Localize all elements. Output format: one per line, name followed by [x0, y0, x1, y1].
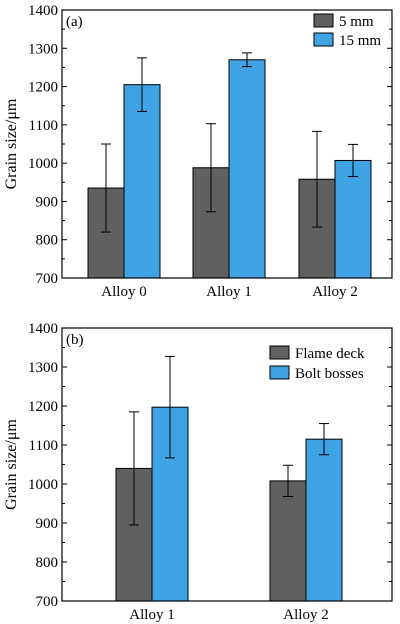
error-bar: [137, 57, 147, 112]
error-bar: [206, 123, 216, 213]
error-bar: [165, 355, 175, 459]
legend-label: Bolt bosses: [295, 366, 364, 382]
x-tick-label: Alloy 2: [312, 284, 357, 300]
legend-swatch: [269, 345, 290, 360]
y-tick-label: 900: [36, 194, 59, 210]
legend-swatch: [269, 365, 290, 380]
legend-swatch: [313, 13, 334, 28]
x-tick-label: Alloy 0: [101, 284, 146, 300]
error-bar: [129, 411, 139, 526]
panel-label: (a): [66, 14, 83, 30]
legend-label: 15 mm: [339, 33, 381, 49]
y-tick-label: 1100: [29, 118, 58, 134]
bar-bolt-bosses-alloy-2: [305, 438, 343, 602]
y-axis-title: Grain size/μm: [3, 98, 20, 189]
y-tick-label: 700: [36, 271, 59, 287]
y-tick-label: 1200: [28, 399, 58, 415]
error-bar: [348, 143, 358, 178]
chart-panel-a: 700 800 900 1000 1100 1200 1300 1400 Alloy 0 Allo…: [3, 3, 393, 300]
y-tick-label: 700: [36, 594, 59, 610]
bar-15-mm-alloy-0: [123, 84, 161, 279]
y-tick-label: 900: [36, 516, 59, 532]
y-tick-label: 800: [36, 555, 59, 571]
error-bar: [283, 464, 293, 497]
legend-label: Flame deck: [295, 346, 365, 362]
error-bar: [312, 130, 322, 228]
y-axis-title: Grain size/μm: [3, 419, 20, 510]
x-tick-label: Alloy 1: [206, 284, 251, 300]
y-tick-label: 1400: [28, 321, 58, 337]
y-tick-label: 1300: [28, 360, 58, 376]
panel-label: (b): [66, 332, 84, 348]
x-tick-label: Alloy 2: [283, 607, 328, 623]
legend: Flame deck Bolt bosses: [269, 345, 365, 382]
y-tick-label: 1400: [28, 3, 58, 19]
legend-swatch: [313, 32, 334, 47]
y-tick-label: 800: [36, 233, 59, 249]
legend: 5 mm 15 mm: [313, 13, 381, 49]
y-tick-label: 1000: [28, 156, 58, 172]
bar-flame-deck-alloy-2: [269, 480, 307, 602]
error-bar: [101, 143, 111, 233]
y-tick-label: 1100: [29, 438, 58, 454]
chart-panel-b: 700 800 900 1000 1100 1200 1300 1400 Alloy 1 Allo…: [3, 321, 393, 623]
bar-15-mm-alloy-1: [228, 59, 266, 279]
x-tick-label: Alloy 1: [129, 607, 174, 623]
error-bar: [242, 52, 252, 68]
y-tick-label: 1000: [28, 477, 58, 493]
y-tick-label: 1200: [28, 80, 58, 96]
y-tick-label: 1300: [28, 41, 58, 57]
legend-label: 5 mm: [339, 14, 374, 30]
error-bar: [319, 423, 329, 456]
bar-15-mm-alloy-2: [334, 159, 372, 279]
